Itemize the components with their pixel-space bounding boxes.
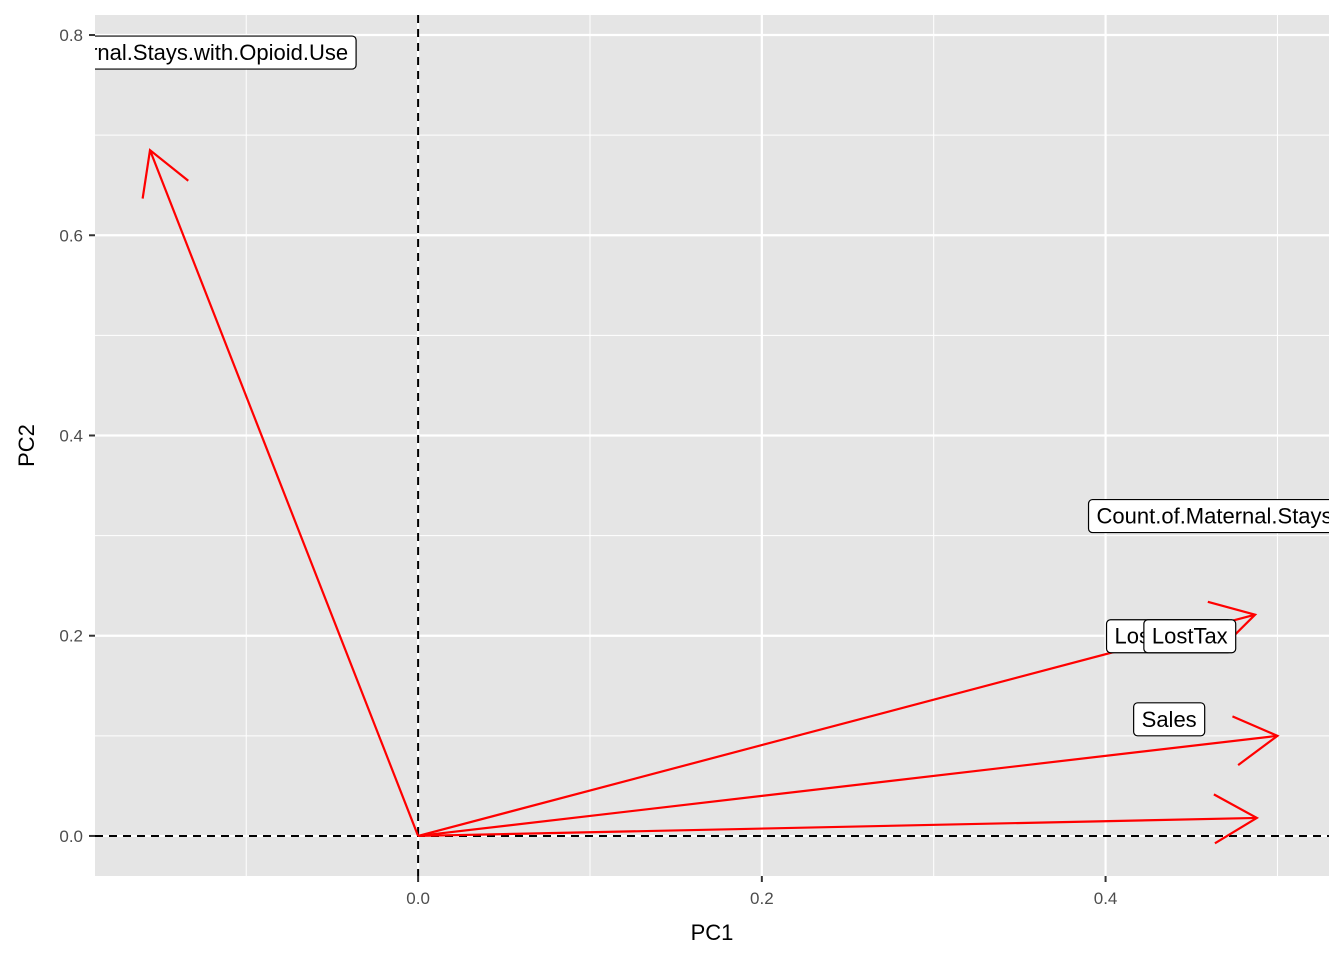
x-tick-label: 0.0 xyxy=(406,889,430,908)
plot-panel xyxy=(95,15,1329,876)
y-tick-label: 0.8 xyxy=(59,26,83,45)
vector-arrowhead xyxy=(141,148,189,199)
vector-label-box xyxy=(95,35,357,70)
vector-label-box xyxy=(1143,619,1237,654)
reference-lines xyxy=(95,15,1329,876)
vector-shaft xyxy=(418,816,1257,838)
y-tick-label: 0.2 xyxy=(59,627,83,646)
loading-vector-4 xyxy=(418,793,1260,845)
y-axis-title: PC2 xyxy=(14,424,39,467)
vector-label-text: Sales xyxy=(1142,707,1197,732)
vector-label-1: Count.of.Maternal.Stays.with.Opioid.Use xyxy=(0,35,357,70)
vector-arrowhead xyxy=(1232,715,1280,766)
vector-label-2: Count.of.Maternal.Stays.with.Opioid.Use xyxy=(1087,498,1344,534)
vector-arrowhead xyxy=(1213,793,1260,845)
vector-label-4: LostTax xyxy=(1143,619,1237,654)
vector-label-text: Count.of.Maternal.Stays.with.Opioid.Use xyxy=(0,40,348,65)
y-tick-label: 0.4 xyxy=(59,426,83,445)
y-tick-label: 0.0 xyxy=(59,827,83,846)
loading-vector-1 xyxy=(141,148,420,837)
vector-shaft xyxy=(417,734,1278,838)
vector-label-box xyxy=(1133,702,1206,737)
vector-label-5: Sales xyxy=(1133,702,1206,737)
y-tick-label: 0.6 xyxy=(59,226,83,245)
x-tick-label: 0.2 xyxy=(750,889,774,908)
vector-shaft xyxy=(148,149,420,837)
y-axis-ticks: 0.0 0.2 0.4 0.6 0.8 xyxy=(59,26,95,846)
vector-label-box xyxy=(1087,498,1329,534)
x-axis-title: PC1 xyxy=(691,920,734,945)
vector-label-text: Count.of.Maternal.Stays.with.Opioid.Use xyxy=(1097,504,1344,529)
vector-label-text: LostTax xyxy=(1152,624,1228,649)
x-tick-label: 0.4 xyxy=(1094,889,1118,908)
vector-labels: Count.of.Maternal.Stays.with.Opioid.Use C… xyxy=(0,35,1344,737)
loading-vector-3 xyxy=(417,715,1280,838)
x-axis-ticks: 0.0 0.2 0.4 xyxy=(406,876,1117,908)
